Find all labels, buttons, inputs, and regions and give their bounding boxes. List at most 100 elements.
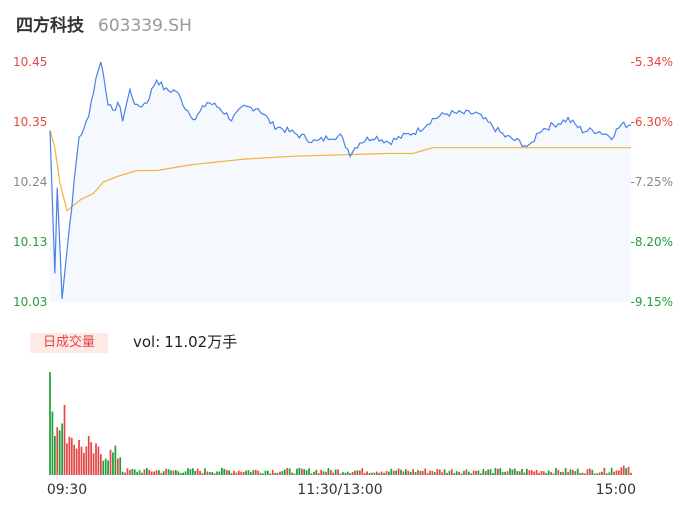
price-axis: 10.45 10.35 10.24 10.13 10.03 [13, 55, 47, 309]
volume-bar [545, 472, 548, 475]
volume-bar [603, 467, 606, 475]
volume-bar [242, 472, 245, 475]
volume-bar [49, 372, 51, 475]
time-axis: 09:30 11:30/13:00 15:00 [47, 482, 636, 498]
volume-bar [281, 471, 284, 475]
volume-bar [121, 471, 124, 475]
volume-bar [267, 470, 269, 475]
volume-bar [298, 467, 301, 475]
volume-bar [201, 472, 204, 475]
price-tick-label: 10.45 [13, 55, 47, 69]
stock-code: 603339.SH [98, 16, 192, 36]
average-price-line [49, 130, 631, 212]
volume-bar [443, 469, 446, 475]
volume-bar [296, 468, 298, 475]
volume-bar [451, 469, 453, 475]
volume-bar [99, 454, 102, 475]
volume-bar [550, 472, 552, 475]
volume-bar [375, 471, 378, 475]
volume-bar [615, 470, 618, 475]
volume-bar [516, 471, 519, 475]
volume-bar [325, 471, 327, 475]
volume-readout: vol: 11.02万手 [129, 331, 237, 352]
volume-bar [283, 469, 286, 475]
volume-bar [572, 469, 574, 475]
volume-bar [213, 473, 216, 475]
volume-bar [191, 468, 194, 475]
volume-bar [153, 471, 155, 475]
time-tick-label: 15:00 [596, 482, 636, 498]
volume-bar [378, 472, 381, 475]
price-tick-label: 10.03 [13, 295, 47, 309]
volume-bar [218, 471, 221, 475]
volume-bar [150, 471, 153, 475]
volume-bar [104, 458, 107, 475]
volume-bar [596, 473, 598, 475]
volume-bar [426, 472, 429, 475]
volume-bar [586, 469, 589, 475]
volume-bar [179, 472, 182, 475]
volume-bar [177, 471, 180, 475]
volume-bar [424, 468, 427, 475]
volume-bar [397, 468, 400, 475]
volume-bar [390, 468, 393, 475]
volume-bar [588, 468, 591, 475]
volume-bar [182, 472, 184, 475]
volume-bar [407, 470, 410, 475]
volume-bar [145, 468, 148, 475]
volume-bar [385, 471, 388, 475]
volume-bar [438, 469, 441, 475]
volume-bar [371, 472, 373, 475]
volume-bar [441, 472, 444, 475]
volume-bar [184, 471, 187, 475]
volume-bar [513, 468, 516, 475]
volume-bar [216, 471, 218, 475]
volume-bar [73, 444, 76, 475]
volume-bar [112, 452, 114, 475]
stock-header: 四方科技 603339.SH [16, 13, 192, 39]
volume-bar [593, 473, 596, 475]
volume-bar [158, 470, 160, 475]
volume-bar [562, 472, 565, 475]
volume-bar [526, 468, 528, 475]
volume-bar [501, 472, 504, 475]
volume-bar [136, 471, 138, 475]
volume-bar [148, 470, 151, 475]
volume-bar [143, 469, 146, 475]
volume-bar [196, 468, 199, 475]
volume-bar [129, 469, 131, 475]
volume-bar [286, 468, 289, 475]
volume-bar [61, 423, 63, 475]
volume-bar [552, 473, 555, 475]
volume-bar [199, 470, 201, 475]
volume-bar [489, 469, 492, 475]
volume-tab[interactable]: 日成交量 [30, 333, 108, 353]
volume-bar [208, 472, 211, 475]
volume-bar [559, 472, 562, 475]
volume-bar [204, 468, 206, 475]
volume-bar [579, 472, 582, 475]
volume-bar [351, 472, 354, 475]
volume-bar [329, 470, 332, 475]
volume-bar [116, 458, 119, 475]
percent-tick-label: -6.30% [631, 115, 673, 129]
volume-bar [349, 473, 352, 475]
volume-bar [97, 446, 100, 475]
volume-bar [366, 471, 368, 475]
volume-bar [126, 468, 129, 475]
volume-bar [237, 470, 240, 475]
volume-bar [400, 469, 402, 475]
volume-bar [308, 468, 310, 475]
volume-bar [90, 442, 93, 475]
volume-bar [388, 471, 390, 475]
volume-bar [576, 468, 579, 475]
volume-bar [472, 470, 475, 475]
volume-bar [70, 437, 73, 475]
volume-bar [317, 473, 320, 475]
volume-bar [293, 473, 296, 475]
volume-bar [206, 471, 209, 475]
volume-bar [172, 470, 175, 475]
volume-bar [223, 468, 226, 475]
